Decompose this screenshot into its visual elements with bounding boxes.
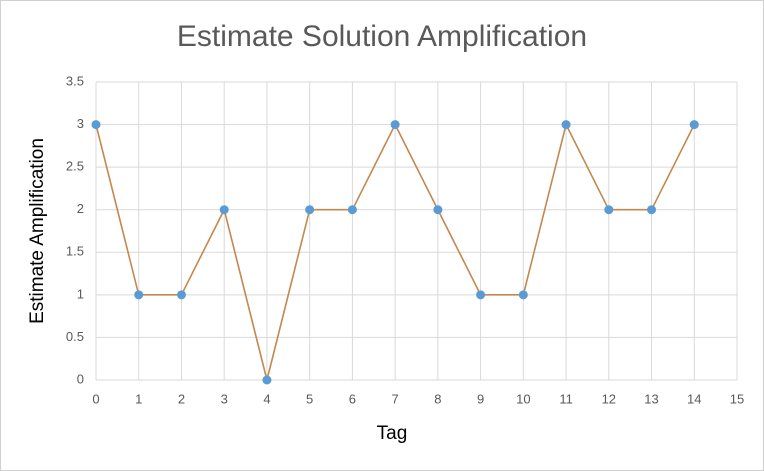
x-tick-label: 6	[349, 391, 356, 406]
x-tick-label: 15	[730, 391, 744, 406]
data-point	[604, 205, 614, 215]
y-tick-label: 1.5	[66, 244, 84, 259]
x-tick-label: 5	[306, 391, 313, 406]
x-tick-label: 14	[687, 391, 701, 406]
x-tick-label: 7	[392, 391, 399, 406]
data-point	[134, 290, 144, 300]
data-point	[347, 205, 357, 215]
data-point	[176, 290, 186, 300]
y-tick-label: 2	[77, 201, 84, 216]
data-point	[476, 290, 486, 300]
x-tick-label: 9	[477, 391, 484, 406]
data-point	[433, 205, 443, 215]
y-tick-label: 3.5	[66, 73, 84, 88]
x-tick-label: 10	[516, 391, 530, 406]
x-tick-label: 12	[602, 391, 616, 406]
x-tick-label: 3	[221, 391, 228, 406]
data-point	[91, 120, 101, 130]
x-tick-label: 2	[178, 391, 185, 406]
x-tick-label: 0	[92, 391, 99, 406]
data-point	[390, 120, 400, 130]
y-tick-label: 0	[77, 371, 84, 386]
x-tick-label: 1	[135, 391, 142, 406]
y-tick-label: 0.5	[66, 329, 84, 344]
x-tick-label: 8	[434, 391, 441, 406]
y-tick-label: 3	[77, 116, 84, 131]
x-tick-label: 13	[644, 391, 658, 406]
chart-title: Estimate Solution Amplification	[177, 20, 587, 53]
data-point	[305, 205, 315, 215]
y-tick-label: 1	[77, 286, 84, 301]
x-tick-label: 11	[559, 391, 573, 406]
x-tick-label: 4	[263, 391, 270, 406]
y-axis-label: Estimate Amplification	[27, 138, 48, 324]
x-axis-label: Tag	[377, 423, 408, 444]
data-point	[219, 205, 229, 215]
data-point	[647, 205, 657, 215]
data-point	[561, 120, 571, 130]
y-tick-label: 2.5	[66, 159, 84, 174]
data-point	[518, 290, 528, 300]
data-point	[262, 375, 272, 385]
data-point	[689, 120, 699, 130]
